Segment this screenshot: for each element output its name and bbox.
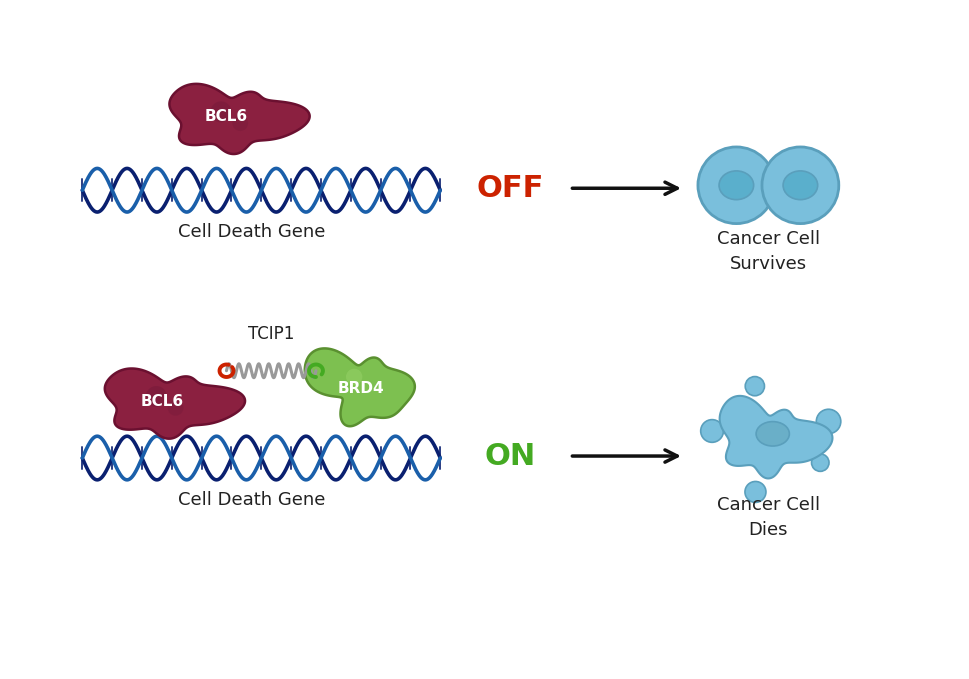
Text: BRD4: BRD4 xyxy=(337,381,384,396)
Text: BCL6: BCL6 xyxy=(204,109,248,124)
Text: OFF: OFF xyxy=(476,174,543,203)
Circle shape xyxy=(700,420,723,442)
Text: Cell Death Gene: Cell Death Gene xyxy=(177,223,325,241)
Text: TCIP1: TCIP1 xyxy=(248,325,295,343)
Ellipse shape xyxy=(718,171,753,200)
Ellipse shape xyxy=(782,171,817,200)
Ellipse shape xyxy=(756,422,789,446)
Polygon shape xyxy=(719,396,831,479)
Text: Cell Death Gene: Cell Death Gene xyxy=(177,491,325,509)
Polygon shape xyxy=(304,348,415,426)
Circle shape xyxy=(210,101,232,122)
Circle shape xyxy=(762,147,838,223)
Circle shape xyxy=(744,377,764,396)
Text: Cancer Cell
Dies: Cancer Cell Dies xyxy=(716,496,819,539)
Circle shape xyxy=(145,386,167,407)
Text: Cancer Cell
Survives: Cancer Cell Survives xyxy=(716,230,819,273)
Text: ON: ON xyxy=(484,441,535,471)
Circle shape xyxy=(816,409,840,434)
Polygon shape xyxy=(105,369,245,439)
Circle shape xyxy=(233,115,248,131)
Circle shape xyxy=(346,369,362,385)
Polygon shape xyxy=(170,84,309,154)
Circle shape xyxy=(744,481,766,502)
Text: BCL6: BCL6 xyxy=(141,394,183,409)
Circle shape xyxy=(168,400,183,416)
Circle shape xyxy=(811,454,828,471)
Circle shape xyxy=(698,147,774,223)
